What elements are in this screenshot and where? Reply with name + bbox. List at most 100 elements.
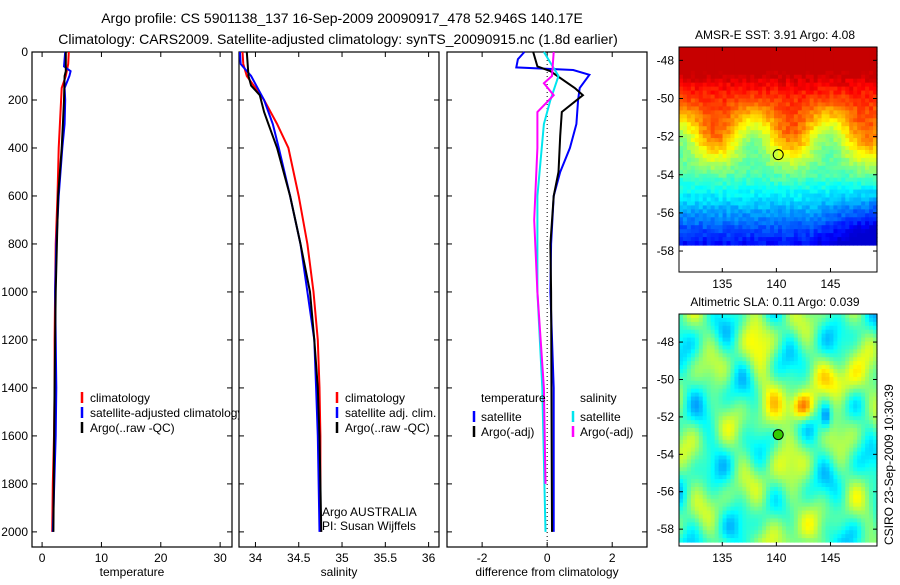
heatmap-cell [683,170,688,175]
heatmap-cell [711,471,716,476]
heatmap-cell [794,130,799,135]
heatmap-cell [699,178,704,183]
heatmap-cell [691,467,696,472]
heatmap-cell [730,467,735,472]
heatmap-cell [746,369,751,374]
heatmap-cell [758,237,763,242]
heatmap-cell [845,190,850,195]
heatmap-cell [794,459,799,464]
heatmap-cell [758,503,763,508]
heatmap-cell [794,95,799,100]
heatmap-cell [818,456,823,461]
heatmap-cell [826,499,831,504]
heatmap-cell [719,126,724,131]
y-tick-label: -52 [657,130,675,144]
heatmap-cell [849,233,854,238]
heatmap-cell [750,51,755,56]
heatmap-cell [770,102,775,107]
heatmap-cell [826,75,831,80]
heatmap-cell [786,377,791,382]
heatmap-cell [806,122,811,127]
heatmap-cell [810,404,815,409]
heatmap-cell [691,95,696,100]
heatmap-cell [829,518,834,523]
heatmap-cell [829,154,834,159]
heatmap-cell [758,428,763,433]
heatmap-cell [754,420,759,425]
heatmap-cell [703,142,708,147]
heatmap-cell [762,518,767,523]
heatmap-cell [750,162,755,167]
heatmap-cell [837,126,842,131]
heatmap-cell [869,134,874,139]
heatmap-cell [778,440,783,445]
heatmap-cell [699,342,704,347]
heatmap-cell [687,448,692,453]
heatmap-cell [794,55,799,60]
heatmap-cell [790,530,795,535]
heatmap-cell [790,233,795,238]
heatmap-cell [798,326,803,331]
heatmap-cell [762,499,767,504]
heatmap-cell [723,233,728,238]
heatmap-cell [849,225,854,230]
heatmap-cell [833,102,838,107]
heatmap-cell [703,194,708,199]
heatmap-cell [754,377,759,382]
heatmap-cell [794,487,799,492]
heatmap-cell [810,229,815,234]
heatmap-cell [770,194,775,199]
heatmap-cell [730,194,735,199]
heatmap-cell [818,381,823,386]
heatmap-cell [703,166,708,171]
heatmap-cell [742,55,747,60]
heatmap-cell [861,122,866,127]
heatmap-cell [762,507,767,512]
x-tick-label: 145 [820,277,840,291]
heatmap-cell [734,381,739,386]
heatmap-cell [719,342,724,347]
heatmap-cell [794,330,799,335]
heatmap-cell [822,162,827,167]
heatmap-cell [738,194,743,199]
heatmap-cell [746,71,751,76]
heatmap-cell [762,412,767,417]
heatmap-cell [679,432,684,437]
heatmap-cell [810,381,815,386]
heatmap-cell [691,491,696,496]
heatmap-cell [786,518,791,523]
heatmap-cell [758,213,763,218]
heatmap-cell [806,511,811,516]
heatmap-cell [738,98,743,103]
heatmap-cell [711,87,716,92]
heatmap-cell [746,538,751,543]
heatmap-cell [774,393,779,398]
heatmap-cell [746,91,751,96]
heatmap-cell [738,349,743,354]
heatmap-cell [861,142,866,147]
heatmap-cell [715,98,720,103]
heatmap-cell [770,91,775,96]
heatmap-cell [707,330,712,335]
heatmap-cell [786,381,791,386]
heatmap-cell [758,416,763,421]
heatmap-cell [703,353,708,358]
heatmap-cell [683,404,688,409]
heatmap-cell [746,102,751,107]
heatmap-cell [711,511,716,516]
heatmap-cell [814,194,819,199]
heatmap-cell [829,126,834,131]
heatmap-cell [814,205,819,210]
heatmap-cell [691,361,696,366]
heatmap-cell [778,507,783,512]
heatmap-cell [798,130,803,135]
heatmap-cell [699,526,704,531]
heatmap-cell [822,530,827,535]
heatmap-cell [774,170,779,175]
heatmap-cell [798,190,803,195]
heatmap-cell [770,47,775,52]
heatmap-cell [679,75,684,80]
heatmap-cell [699,241,704,246]
heatmap-cell [829,467,834,472]
heatmap-cell [818,499,823,504]
